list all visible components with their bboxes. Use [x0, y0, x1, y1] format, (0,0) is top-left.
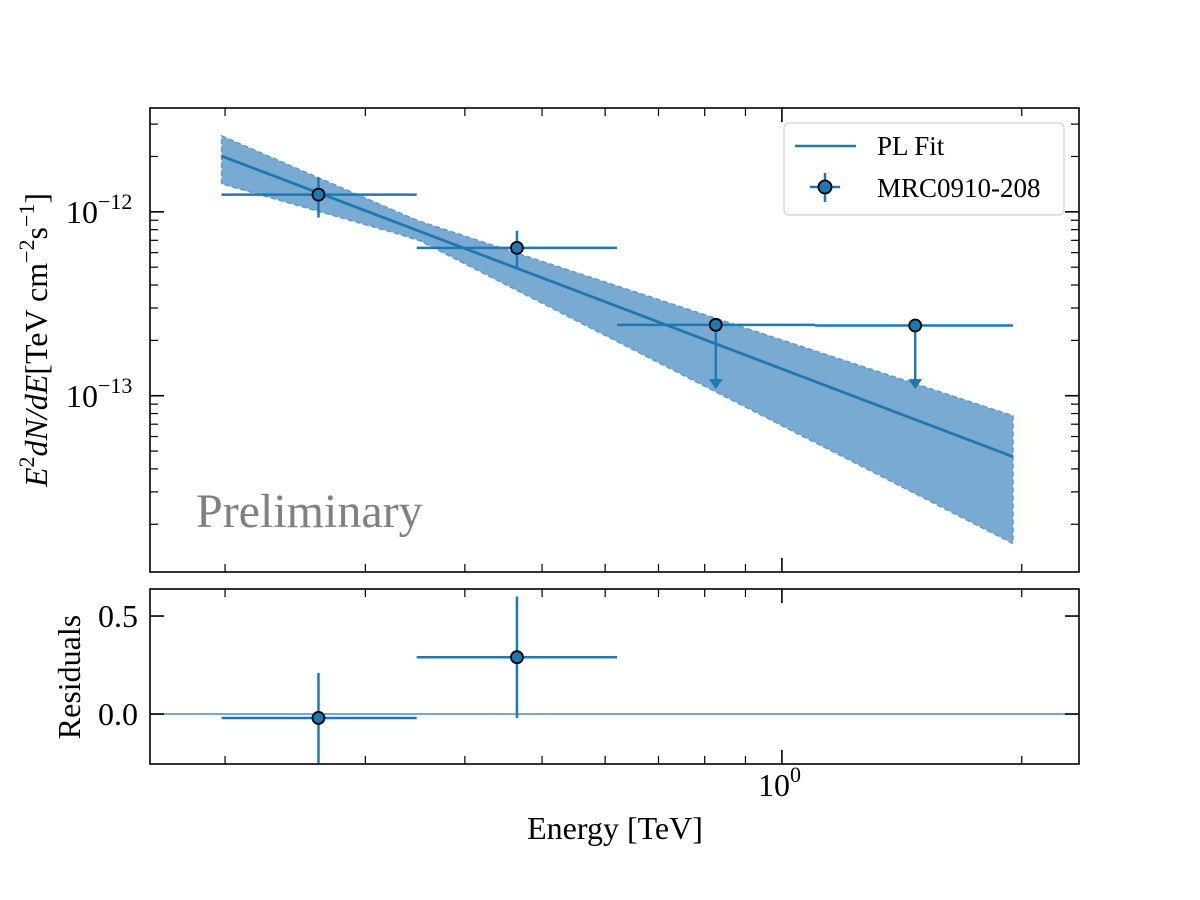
- x-tick-label-1e0: 100: [758, 762, 801, 803]
- y-tick-label-0.5: 0.5: [98, 598, 138, 634]
- pl-fit-line: [221, 154, 1014, 459]
- flux-point-marker: [311, 187, 326, 202]
- legend-marker: [817, 179, 833, 195]
- residuals-axis-label: Residuals: [51, 615, 87, 739]
- y-tick-label-1e-12: 10−12: [66, 189, 132, 230]
- residual-marker: [510, 650, 524, 665]
- flux-point-marker: [708, 317, 723, 332]
- fit-confidence-band: [220, 134, 1014, 545]
- flux-point-marker: [510, 240, 524, 255]
- legend-label-pl-fit: PL Fit: [877, 131, 945, 161]
- y-tick-label-1e-13: 10−13: [66, 373, 132, 414]
- spectrum-axes-frame: [149, 107, 1080, 573]
- spectrum-panel: Preliminary 10−12 10−13 E2dN/dE[TeV cm−2…: [14, 107, 1080, 573]
- residuals-panel: 0.5 0.0 Residuals 100 Energy [TeV]: [51, 588, 1080, 846]
- preliminary-watermark: Preliminary: [196, 485, 423, 538]
- upper-limit-arrow: [908, 379, 923, 390]
- residuals-axes-frame: [149, 588, 1080, 765]
- flux-point-marker: [908, 318, 923, 333]
- y-tick-label-0.0: 0.0: [98, 696, 138, 732]
- upper-limit-arrow: [708, 379, 723, 390]
- x-axis-label: Energy [TeV]: [527, 810, 703, 846]
- legend-label-source: MRC0910-208: [877, 173, 1041, 203]
- legend: PL Fit MRC0910-208: [783, 122, 1065, 216]
- y-axis-label: E2dN/dE[TeV cm−2s−1]: [14, 193, 54, 488]
- residual-marker: [311, 711, 326, 725]
